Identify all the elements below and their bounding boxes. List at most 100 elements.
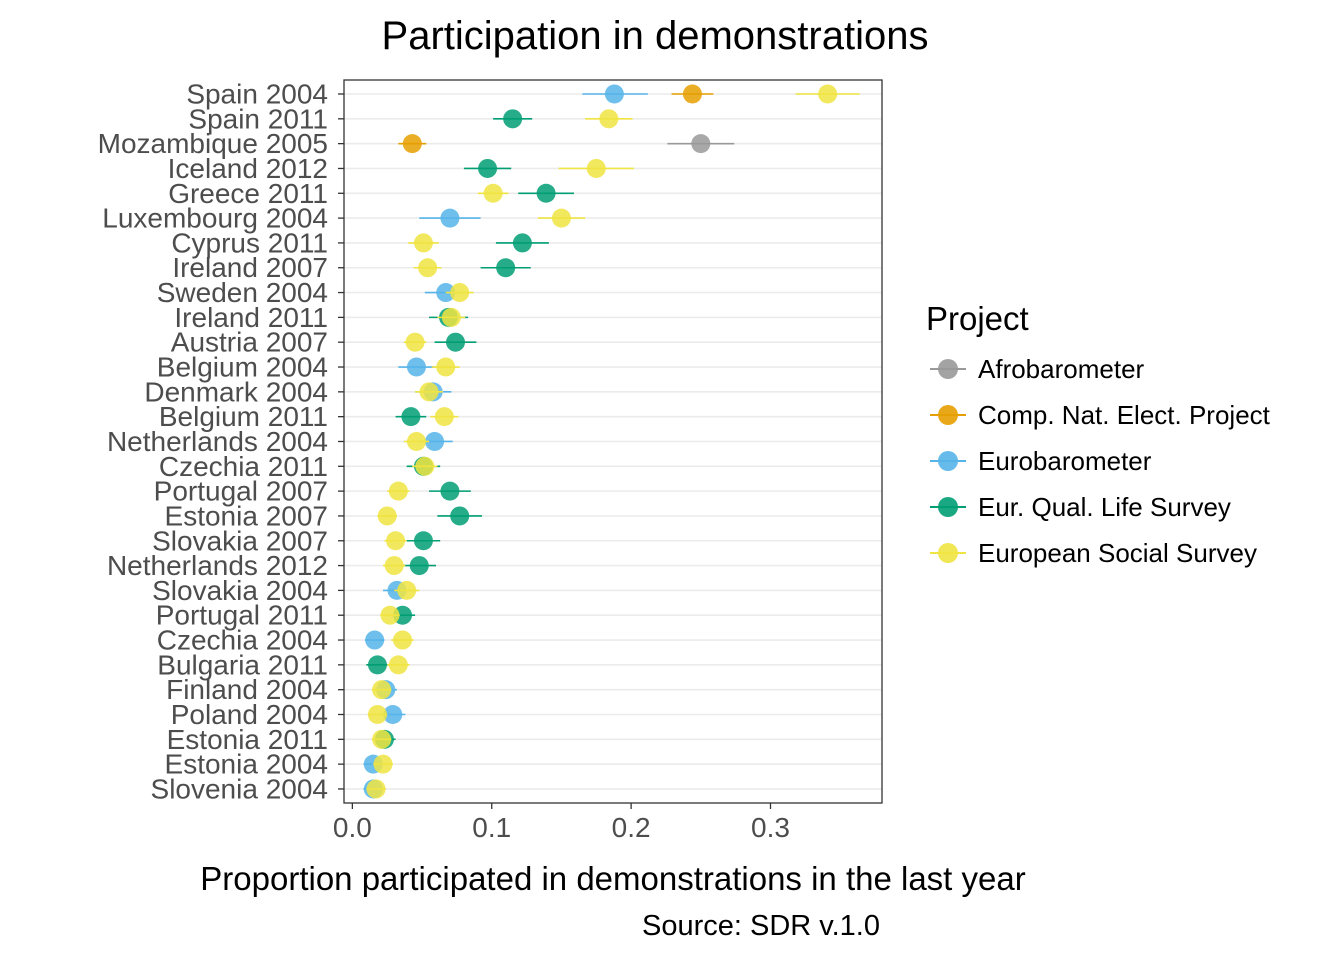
point-european-social-survey bbox=[393, 630, 413, 650]
y-tick-label: Belgium 2011 bbox=[159, 401, 328, 432]
y-tick-label: Iceland 2012 bbox=[168, 153, 328, 184]
chart-title: Participation in demonstrations bbox=[381, 14, 929, 58]
y-tick-label: Cyprus 2011 bbox=[171, 227, 328, 258]
y-tick-label: Ireland 2007 bbox=[172, 252, 328, 283]
point-european-social-survey bbox=[372, 729, 392, 749]
legend-items: Afrobarometer Comp. Nat. Elect. Project Eu… bbox=[926, 346, 1270, 576]
point-european-social-survey bbox=[377, 506, 397, 526]
y-tick-label: Poland 2004 bbox=[171, 699, 328, 730]
legend-key-eur-qual-life-survey bbox=[926, 484, 970, 530]
point-eur-qual-life-survey bbox=[496, 258, 516, 278]
y-tick-label: Slovakia 2004 bbox=[152, 575, 328, 606]
point-eur-qual-life-survey bbox=[409, 556, 429, 576]
point-european-social-survey bbox=[397, 580, 417, 600]
point-eur-qual-life-survey bbox=[512, 233, 532, 253]
point-eur-qual-life-survey bbox=[450, 506, 470, 526]
y-tick-label: Estonia 2004 bbox=[165, 749, 328, 780]
point-european-social-survey bbox=[413, 233, 433, 253]
legend-item-european-social-survey: European Social Survey bbox=[926, 530, 1270, 576]
point-european-social-survey bbox=[366, 779, 386, 799]
legend-label: European Social Survey bbox=[978, 537, 1257, 568]
y-tick-label: Portugal 2007 bbox=[154, 476, 328, 507]
point-eur-qual-life-survey bbox=[401, 407, 421, 427]
point-comp-nat-elect-project bbox=[402, 134, 422, 154]
point-european-social-survey bbox=[373, 754, 393, 774]
point-european-social-survey bbox=[367, 705, 387, 724]
point-european-social-survey bbox=[415, 456, 435, 476]
point-eur-qual-life-survey bbox=[478, 158, 498, 178]
point-comp-nat-elect-project bbox=[682, 84, 702, 104]
legend-dot bbox=[938, 451, 958, 471]
y-tick-label: Sweden 2004 bbox=[157, 277, 328, 308]
legend-item-afrobarometer: Afrobarometer bbox=[926, 346, 1270, 392]
point-eurobarometer bbox=[425, 431, 445, 451]
legend-item-comp-nat-elect-project: Comp. Nat. Elect. Project bbox=[926, 392, 1270, 438]
y-tick-label: Slovenia 2004 bbox=[151, 773, 328, 804]
point-eur-qual-life-survey bbox=[367, 655, 387, 675]
point-european-social-survey bbox=[818, 84, 838, 104]
point-european-social-survey bbox=[434, 407, 454, 427]
legend-label: Comp. Nat. Elect. Project bbox=[978, 399, 1270, 430]
point-european-social-survey bbox=[386, 531, 406, 551]
legend-key-comp-nat-elect-project bbox=[926, 392, 970, 438]
legend: Project Afrobarometer Comp. Nat. Elect. P… bbox=[926, 300, 1270, 576]
y-tick-label: Estonia 2007 bbox=[165, 500, 328, 531]
legend-dot bbox=[938, 405, 958, 425]
y-tick-label: Denmark 2004 bbox=[144, 376, 328, 407]
y-tick-label: Portugal 2011 bbox=[156, 600, 328, 631]
y-tick-label: Spain 2011 bbox=[188, 103, 328, 134]
point-eur-qual-life-survey bbox=[536, 183, 556, 203]
y-tick-label: Austria 2007 bbox=[171, 327, 328, 358]
point-european-social-survey bbox=[551, 208, 571, 228]
point-eurobarometer bbox=[604, 84, 624, 104]
point-eur-qual-life-survey bbox=[503, 109, 523, 129]
point-european-social-survey bbox=[384, 556, 404, 576]
point-european-social-survey bbox=[599, 109, 619, 129]
legend-label: Afrobarometer bbox=[978, 353, 1145, 384]
legend-dot bbox=[938, 543, 958, 563]
legend-item-eur-qual-life-survey: Eur. Qual. Life Survey bbox=[926, 484, 1270, 530]
point-eurobarometer bbox=[365, 630, 385, 650]
point-eurobarometer bbox=[406, 357, 426, 377]
y-tick-label: Finland 2004 bbox=[166, 674, 328, 705]
x-tick-label: 0.2 bbox=[612, 812, 651, 843]
x-tick-label: 0.1 bbox=[472, 812, 511, 843]
legend-label: Eur. Qual. Life Survey bbox=[978, 491, 1231, 522]
y-tick-label: Czechia 2004 bbox=[157, 625, 328, 656]
legend-dot bbox=[938, 497, 958, 517]
point-european-social-survey bbox=[436, 357, 456, 377]
point-eurobarometer bbox=[440, 208, 460, 228]
chart-caption: Source: SDR v.1.0 bbox=[641, 910, 880, 942]
y-tick-label: Slovakia 2007 bbox=[152, 525, 328, 556]
legend-key-afrobarometer bbox=[926, 346, 970, 392]
y-tick-label: Czechia 2011 bbox=[159, 451, 328, 482]
y-tick-label: Netherlands 2004 bbox=[107, 426, 328, 457]
legend-dot bbox=[938, 359, 958, 379]
point-european-social-survey bbox=[405, 332, 425, 352]
point-eur-qual-life-survey bbox=[440, 481, 460, 501]
point-european-social-survey bbox=[380, 605, 400, 625]
point-european-social-survey bbox=[586, 158, 606, 178]
point-european-social-survey bbox=[388, 655, 408, 675]
y-tick-label: Mozambique 2005 bbox=[98, 128, 328, 159]
point-european-social-survey bbox=[483, 183, 503, 203]
y-tick-label: Belgium 2004 bbox=[157, 352, 328, 383]
y-tick-label: Bulgaria 2011 bbox=[157, 649, 328, 680]
y-tick-label: Luxembourg 2004 bbox=[102, 203, 328, 234]
x-tick-label: 0.3 bbox=[751, 812, 790, 843]
legend-label: Eurobarometer bbox=[978, 445, 1152, 476]
y-tick-label: Netherlands 2012 bbox=[107, 550, 328, 581]
point-eur-qual-life-survey bbox=[413, 531, 433, 551]
point-european-social-survey bbox=[450, 283, 470, 303]
y-tick-label: Estonia 2011 bbox=[167, 724, 328, 755]
point-afrobarometer bbox=[691, 134, 711, 154]
x-axis-title: Proportion participated in demonstration… bbox=[200, 860, 1026, 897]
legend-title: Project bbox=[926, 300, 1029, 337]
y-tick-label: Ireland 2011 bbox=[174, 302, 328, 333]
point-european-social-survey bbox=[419, 382, 439, 402]
legend-key-eurobarometer bbox=[926, 438, 970, 484]
point-european-social-survey bbox=[406, 431, 426, 451]
point-eur-qual-life-survey bbox=[446, 332, 466, 352]
point-european-social-survey bbox=[388, 481, 408, 501]
